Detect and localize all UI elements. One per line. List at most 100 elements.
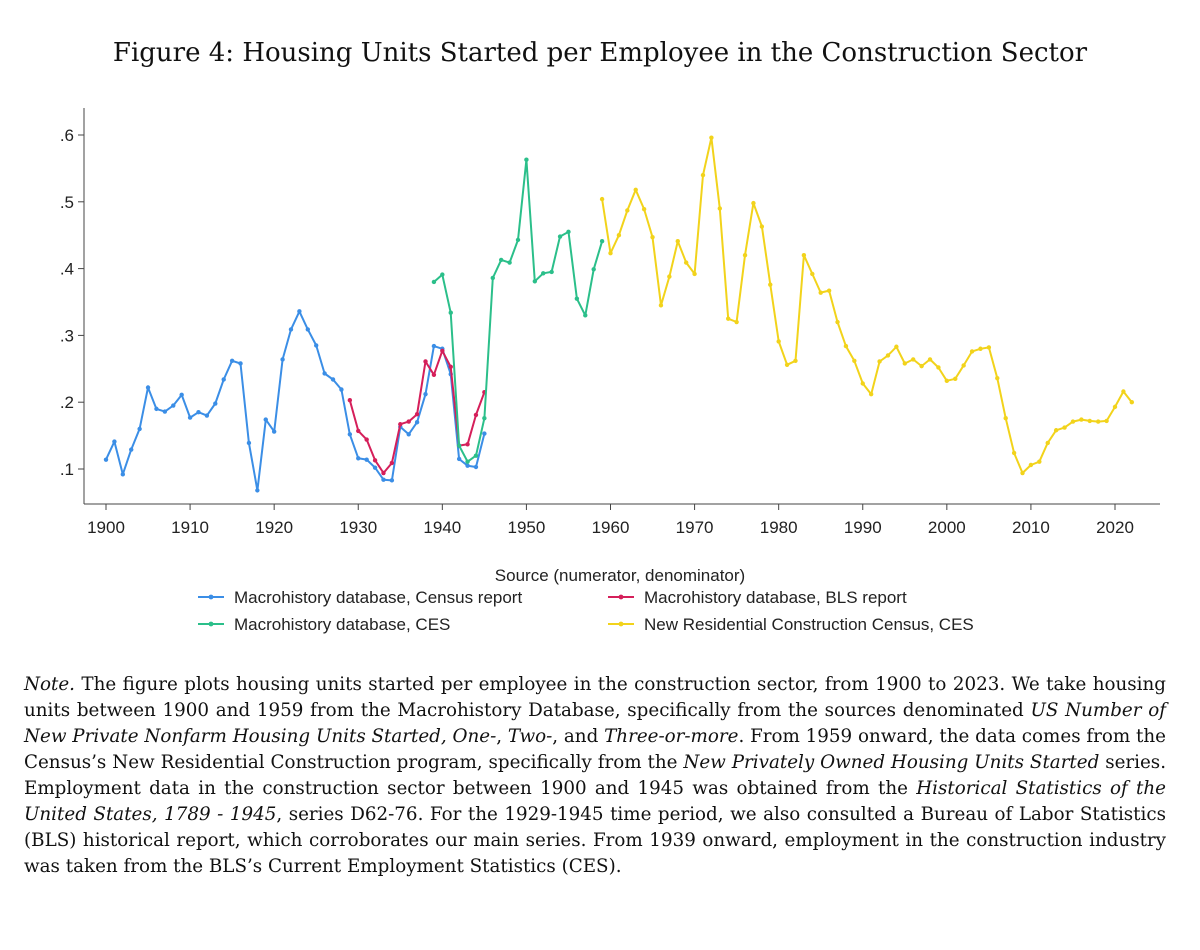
data-point bbox=[902, 361, 907, 366]
data-point bbox=[440, 348, 445, 353]
note-italic-3: Three-or-more bbox=[604, 726, 739, 747]
data-point bbox=[187, 415, 193, 420]
data-point bbox=[431, 343, 437, 349]
data-point bbox=[431, 372, 437, 378]
data-point bbox=[667, 274, 672, 279]
data-point bbox=[1079, 417, 1084, 422]
data-point bbox=[280, 357, 285, 362]
data-point bbox=[650, 235, 655, 240]
data-point bbox=[196, 410, 201, 415]
data-point bbox=[944, 378, 950, 384]
data-point bbox=[490, 275, 495, 281]
data-point bbox=[482, 416, 487, 421]
legend-title: Source (numerator, denominator) bbox=[495, 566, 745, 585]
data-point bbox=[633, 187, 638, 192]
data-point bbox=[625, 208, 630, 213]
note-italic-5: Historical Statistics of the United Stat… bbox=[24, 778, 1166, 825]
data-point bbox=[347, 397, 353, 403]
x-tick-label: 1980 bbox=[760, 518, 798, 537]
note-italic-4: New Privately Owned Housing Units Starte… bbox=[683, 752, 1100, 773]
data-point bbox=[112, 439, 117, 444]
data-point bbox=[810, 271, 815, 277]
data-point bbox=[1095, 419, 1101, 424]
data-point bbox=[389, 460, 395, 466]
x-tick-label: 2020 bbox=[1096, 518, 1134, 537]
data-point bbox=[524, 157, 529, 162]
y-tick-label: .6 bbox=[60, 126, 74, 145]
data-point bbox=[356, 428, 361, 434]
data-point bbox=[246, 440, 252, 446]
note-text-2: , bbox=[496, 726, 508, 747]
note-text-3: , and bbox=[552, 726, 605, 747]
x-tick-label: 1900 bbox=[87, 518, 125, 537]
x-tick-label: 1920 bbox=[255, 518, 293, 537]
data-point bbox=[263, 417, 268, 422]
data-point bbox=[784, 362, 790, 367]
data-point bbox=[129, 447, 134, 452]
data-point bbox=[919, 363, 924, 369]
data-point bbox=[557, 234, 563, 239]
data-point bbox=[843, 343, 849, 349]
data-point bbox=[1087, 418, 1092, 424]
y-tick-label: .2 bbox=[60, 393, 74, 412]
data-point bbox=[1121, 389, 1126, 394]
legend-swatch-point bbox=[618, 621, 624, 627]
data-point bbox=[465, 459, 470, 464]
data-point bbox=[599, 239, 605, 244]
data-point bbox=[801, 253, 807, 258]
data-point bbox=[356, 456, 361, 461]
data-point bbox=[171, 403, 176, 408]
data-point bbox=[330, 377, 336, 382]
data-point bbox=[204, 413, 210, 418]
data-point bbox=[868, 391, 874, 397]
data-point bbox=[473, 412, 479, 418]
legend-swatch-point bbox=[208, 621, 214, 627]
data-point bbox=[936, 365, 941, 370]
data-point bbox=[271, 429, 277, 434]
data-point bbox=[347, 432, 353, 437]
data-point bbox=[381, 470, 386, 476]
data-point bbox=[448, 310, 453, 315]
data-point bbox=[683, 260, 689, 265]
series-line-1 bbox=[105, 310, 486, 492]
data-point bbox=[456, 456, 462, 462]
data-point bbox=[969, 349, 975, 354]
legend-label: Macrohistory database, BLS report bbox=[644, 588, 907, 607]
data-point bbox=[322, 371, 327, 376]
data-point bbox=[473, 464, 479, 470]
data-point bbox=[591, 267, 596, 272]
data-point bbox=[574, 296, 580, 301]
data-point bbox=[717, 206, 723, 211]
note-text-4: . From 1959 onward, the data comes from … bbox=[24, 726, 1166, 773]
figure-title: Figure 4: Housing Units Started per Empl… bbox=[112, 38, 1088, 68]
data-point bbox=[297, 309, 302, 314]
x-tick-label: 1910 bbox=[171, 518, 209, 537]
data-point bbox=[406, 432, 411, 437]
data-point bbox=[1028, 462, 1034, 468]
data-point bbox=[162, 409, 168, 414]
data-point bbox=[860, 381, 865, 386]
data-point bbox=[398, 422, 403, 427]
data-point bbox=[885, 353, 891, 358]
data-point bbox=[213, 401, 218, 406]
data-point bbox=[675, 239, 680, 244]
data-point bbox=[389, 478, 395, 483]
data-point bbox=[431, 279, 437, 285]
data-point bbox=[549, 269, 554, 275]
data-point bbox=[154, 406, 159, 412]
note-italic-1: US Number of New Private Nonfarm Housing… bbox=[24, 700, 1166, 747]
data-point bbox=[608, 251, 613, 256]
data-point bbox=[179, 392, 184, 398]
x-tick-label: 1950 bbox=[508, 518, 546, 537]
note-italic-2: Two- bbox=[507, 726, 553, 747]
data-point bbox=[465, 463, 470, 468]
note-label: Note. bbox=[24, 674, 75, 695]
data-point bbox=[953, 376, 958, 382]
data-point bbox=[364, 437, 369, 442]
data-point bbox=[120, 472, 126, 477]
data-point bbox=[1011, 450, 1017, 456]
figure-note: Note. The figure plots housing units sta… bbox=[24, 672, 1166, 880]
data-point bbox=[238, 361, 243, 366]
data-point bbox=[423, 359, 428, 364]
data-point bbox=[372, 458, 378, 463]
